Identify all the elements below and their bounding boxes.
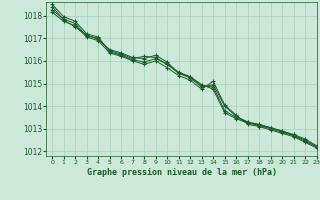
X-axis label: Graphe pression niveau de la mer (hPa): Graphe pression niveau de la mer (hPa) (87, 168, 276, 177)
